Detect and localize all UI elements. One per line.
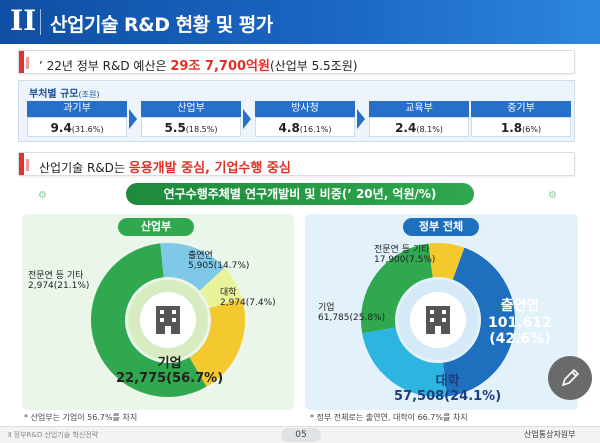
- ministry-name: 중기부: [471, 101, 571, 117]
- gear-icon: ⚙: [38, 190, 47, 201]
- slice-2: [160, 243, 225, 292]
- budget-amount: 29조 7,700억원: [170, 59, 270, 74]
- chart-title: 산업부: [118, 218, 194, 236]
- label-inst: 출연연 5,905(14.7%): [188, 251, 250, 271]
- ministry-value: 2.4(8.1%): [369, 117, 469, 137]
- label-other: 전문연 등 기타 17,900(7.5%): [374, 245, 436, 265]
- bar-accent: [19, 153, 24, 175]
- label-univ: 대학 2,974(7.4%): [220, 288, 276, 308]
- page-header: II 산업기술 R&D 현황 및 평가: [0, 0, 600, 44]
- ministry-name: 과기부: [27, 101, 127, 117]
- label-company: 기업 22,775(56.7%): [116, 356, 224, 386]
- focus-prefix: 산업기술 R&D는: [39, 161, 129, 175]
- focus-highlight: 응용개발 중심, 기업수행 중심: [128, 161, 291, 176]
- bar-accent-light: [26, 57, 29, 69]
- ministry-name: 방사청: [255, 101, 355, 117]
- ministry-value: 1.8(6%): [471, 117, 571, 137]
- donut-chart-industry: [91, 243, 245, 397]
- pencil-icon: [561, 368, 580, 387]
- slice-4: [188, 298, 245, 387]
- page-title: 산업기술 R&D 현황 및 평가: [50, 14, 273, 36]
- label-other: 전문연 등 기타 2,974(21.1%): [28, 271, 90, 291]
- label-company: 기업 61,785(25.8%): [318, 303, 386, 323]
- chart-title: 정부 전체: [403, 218, 479, 236]
- building-icon: [156, 306, 180, 334]
- ministry-card: 중기부 1.8(6%): [471, 101, 571, 139]
- note-government: * 정부 전체로는 출연연, 대학이 66.7%를 차지: [310, 413, 468, 422]
- page-footer: Ⅱ 정부R&D 산업기술 혁신전략 05 산업통상자원부: [0, 426, 600, 443]
- ministry-value: 9.4(31.6%): [27, 117, 127, 137]
- building-icon: [426, 306, 450, 334]
- bar-accent: [19, 51, 24, 73]
- budget-prefix: ’ 22년 정부 R&D 예산은: [39, 59, 171, 73]
- gear-icon: ⚙: [548, 190, 557, 201]
- ministry-card: 산업부 5.5(18.5%): [141, 101, 241, 139]
- ministry-label: 부처별 규모(조원): [29, 89, 100, 100]
- note-industry: * 산업부는 기업이 56.7%를 차지: [24, 413, 138, 422]
- slice-3: [361, 243, 434, 334]
- ministry-name: 교육부: [369, 101, 469, 117]
- bar-accent-light: [26, 159, 29, 171]
- ministry-value: 5.5(18.5%): [141, 117, 241, 137]
- budget-text: ’ 22년 정부 R&D 예산은 29조 7,700억원(산업부 5.5조원): [39, 55, 357, 74]
- ministry-value: 4.8(16.1%): [255, 117, 355, 137]
- focus-bar: 산업기술 R&D는 응용개발 중심, 기업수행 중심: [18, 152, 575, 176]
- focus-text: 산업기술 R&D는 응용개발 중심, 기업수행 중심: [39, 157, 291, 176]
- header-divider: [40, 9, 41, 35]
- slice-1: [442, 247, 515, 397]
- ministry-card: 방사청 4.8(16.1%): [255, 101, 355, 139]
- ministry-card: 과기부 9.4(31.6%): [27, 101, 127, 139]
- ministry-breakdown: 부처별 규모(조원) 과기부 9.4(31.6%) 산업부 5.5(18.5%)…: [18, 80, 575, 142]
- arrow-icon: [129, 101, 139, 137]
- slice-2: [362, 326, 447, 397]
- section-number: II: [10, 4, 37, 37]
- label-inst: 출연연 101,612 (42.6%): [488, 298, 552, 347]
- donut-chart-government: [361, 243, 515, 397]
- footer-text: Ⅱ 정부R&D 산업기술 혁신전략: [8, 431, 99, 439]
- page-number: 05: [281, 428, 321, 442]
- section-subtitle: 연구수행주체별 연구개발비 및 비중(’ 20년, 억원/%): [126, 183, 474, 205]
- slice-3: [199, 267, 242, 309]
- arrow-icon: [357, 101, 367, 137]
- ministry-card: 교육부 2.4(8.1%): [369, 101, 469, 139]
- slice-4: [428, 243, 465, 280]
- ministry-logo: 산업통상자원부: [524, 430, 576, 439]
- label-univ: 대학 57,508(24.1%): [394, 374, 502, 404]
- budget-suffix: (산업부 5.5조원): [269, 59, 358, 73]
- ministry-name: 산업부: [141, 101, 241, 117]
- budget-bar: ’ 22년 정부 R&D 예산은 29조 7,700억원(산업부 5.5조원): [18, 50, 575, 74]
- arrow-icon: [243, 101, 253, 137]
- slice-1: [91, 243, 207, 397]
- edit-button[interactable]: [548, 356, 592, 400]
